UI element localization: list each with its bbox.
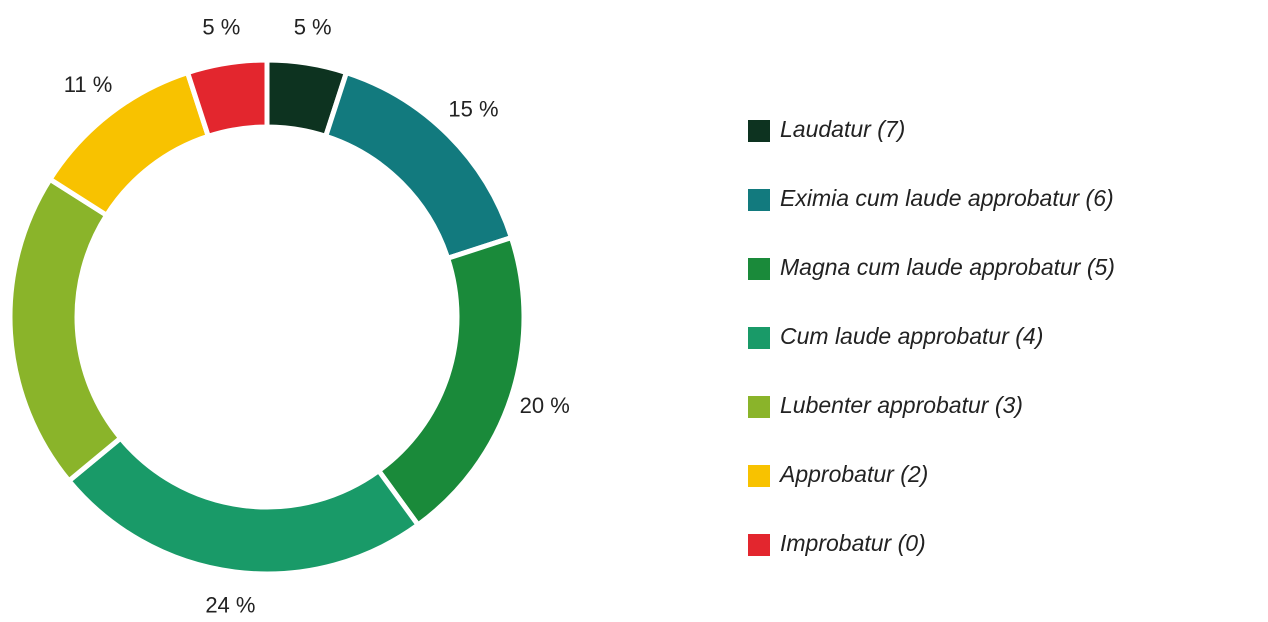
donut-segment: [375, 234, 527, 529]
legend-swatch: [748, 189, 770, 211]
donut-segment: [7, 175, 125, 485]
data-label: 5 %: [202, 14, 240, 39]
data-label: 24 %: [205, 593, 255, 618]
legend-swatch: [748, 327, 770, 349]
donut-segment: [65, 434, 422, 577]
legend-label: Cum laude approbatur (4): [780, 323, 1043, 349]
data-label: 15 %: [448, 96, 498, 121]
donut-segment: [184, 57, 270, 140]
legend-swatch: [748, 534, 770, 556]
legend-swatch: [748, 120, 770, 142]
data-label: 5 %: [294, 14, 332, 39]
legend-swatch: [748, 258, 770, 280]
legend-label: Magna cum laude approbatur (5): [780, 254, 1115, 280]
data-label: 11 %: [64, 72, 113, 97]
legend-label: Lubenter approbatur (3): [780, 392, 1023, 418]
legend-swatch: [748, 396, 770, 418]
legend-label: Improbatur (0): [780, 530, 926, 556]
legend-swatch: [748, 465, 770, 487]
legend-label: Laudatur (7): [780, 116, 905, 142]
legend-label: Eximia cum laude approbatur (6): [780, 185, 1114, 211]
legend-label: Approbatur (2): [778, 461, 928, 487]
data-label: 20 %: [520, 393, 570, 418]
